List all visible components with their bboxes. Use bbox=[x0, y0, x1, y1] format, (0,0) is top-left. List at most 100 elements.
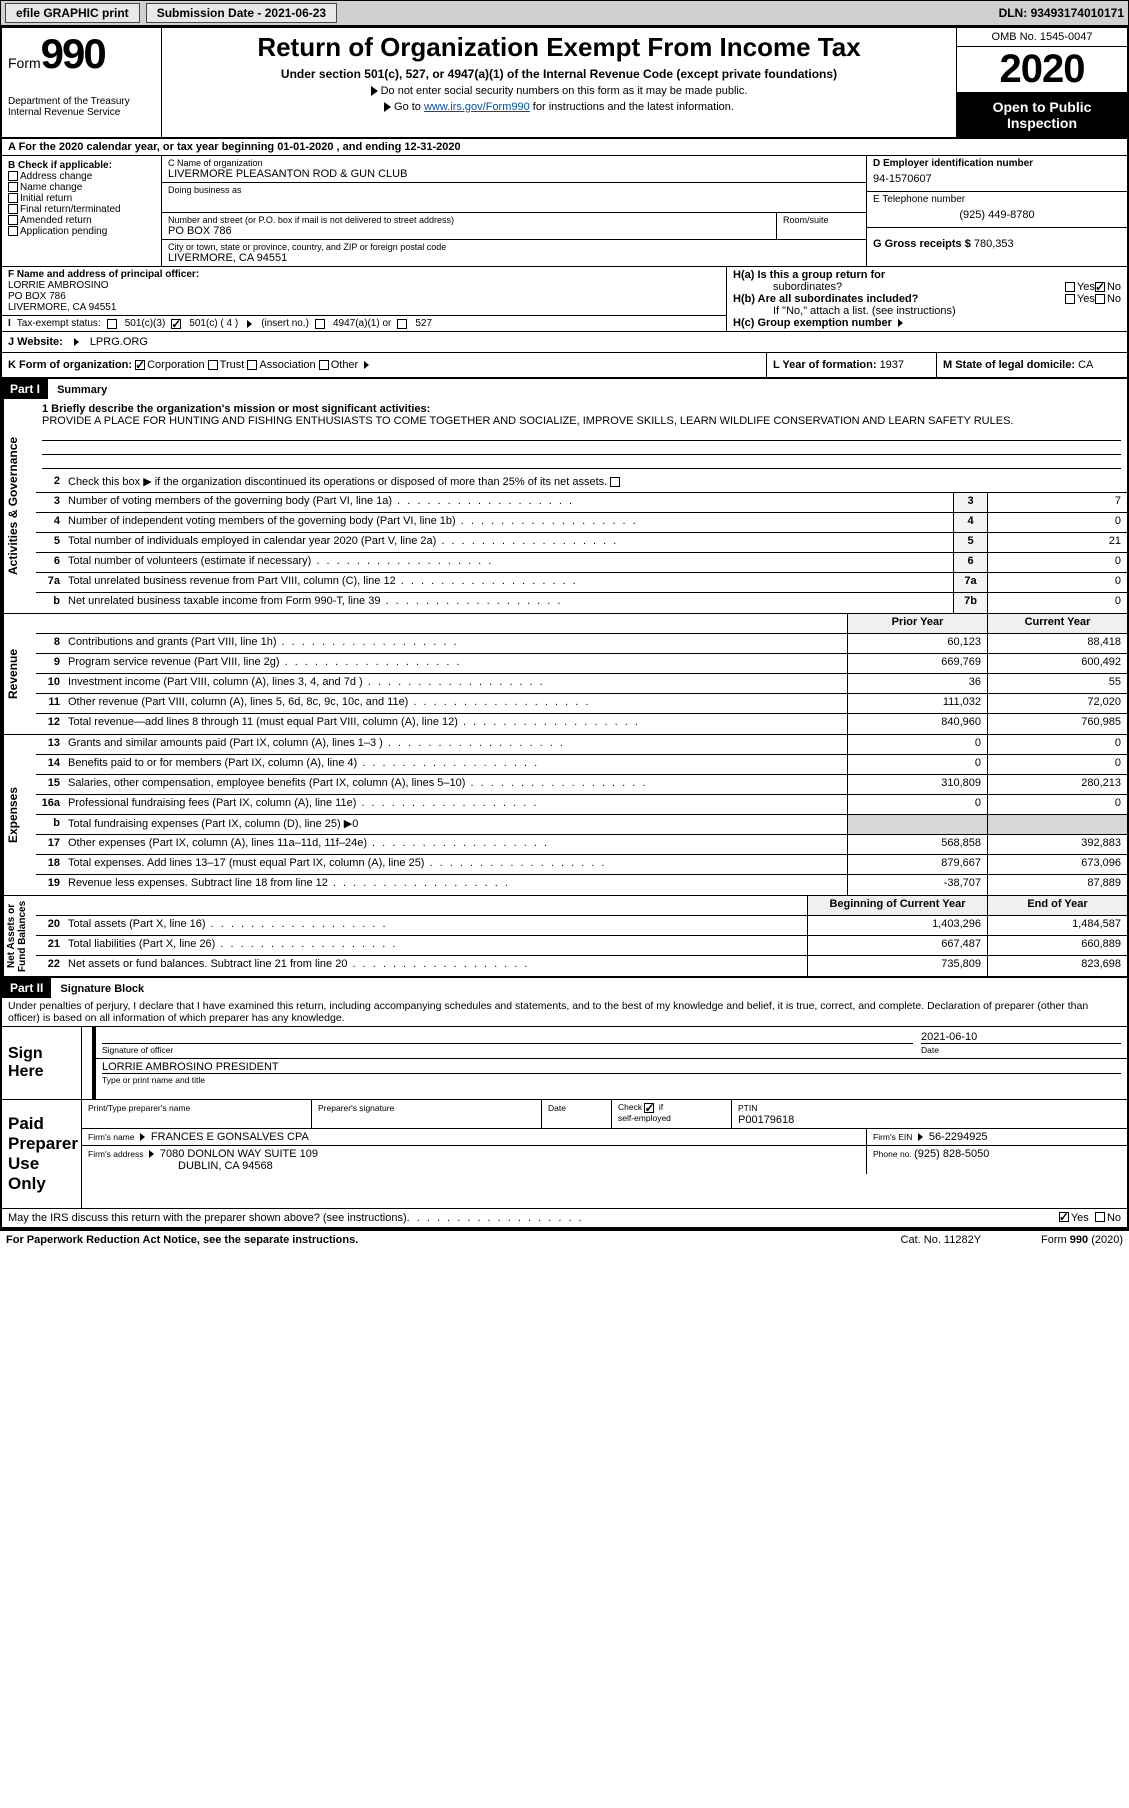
paid-preparer-label: Paid Preparer Use Only bbox=[2, 1100, 82, 1208]
website-value: LPRG.ORG bbox=[90, 336, 148, 348]
chk-4947[interactable] bbox=[315, 319, 325, 329]
table-row: 14Benefits paid to or for members (Part … bbox=[36, 755, 1127, 775]
table-row: 21Total liabilities (Part X, line 26)667… bbox=[36, 936, 1127, 956]
chk-other[interactable] bbox=[319, 360, 329, 370]
chk-discuss-yes[interactable] bbox=[1059, 1212, 1069, 1222]
firm-ein: 56-2294925 bbox=[929, 1131, 988, 1143]
chk-trust[interactable] bbox=[208, 360, 218, 370]
table-row: 4Number of independent voting members of… bbox=[36, 513, 1127, 533]
chk-amended-return[interactable] bbox=[8, 215, 18, 225]
table-row: 9Program service revenue (Part VIII, lin… bbox=[36, 654, 1127, 674]
chk-discuss-no[interactable] bbox=[1095, 1212, 1105, 1222]
cat-no: Cat. No. 11282Y bbox=[901, 1234, 982, 1246]
omb-number: OMB No. 1545-0047 bbox=[957, 28, 1127, 47]
city-value: LIVERMORE, CA 94551 bbox=[168, 252, 860, 264]
vlabel-net-assets: Net Assets or Fund Balances bbox=[2, 896, 36, 976]
table-row: 8Contributions and grants (Part VIII, li… bbox=[36, 634, 1127, 654]
form-ref: Form 990 (2020) bbox=[1041, 1234, 1123, 1246]
table-row: 11Other revenue (Part VIII, column (A), … bbox=[36, 694, 1127, 714]
sign-here-block: Sign Here Signature of officer 2021-06-1… bbox=[2, 1027, 1127, 1100]
efile-print-button[interactable]: efile GRAPHIC print bbox=[5, 3, 140, 23]
part1-title: Summary bbox=[51, 381, 113, 399]
perjury-declaration: Under penalties of perjury, I declare th… bbox=[2, 998, 1127, 1027]
table-row: bTotal fundraising expenses (Part IX, co… bbox=[36, 815, 1127, 835]
col-prior-year: Prior Year bbox=[847, 614, 987, 633]
chk-corp[interactable] bbox=[135, 360, 145, 370]
form-word: Form bbox=[8, 55, 41, 71]
chk-501c[interactable] bbox=[171, 319, 181, 329]
dba-label: Doing business as bbox=[168, 185, 860, 195]
org-form-label: K Form of organization: bbox=[8, 359, 132, 371]
part1-expenses: Expenses 13Grants and similar amounts pa… bbox=[2, 735, 1127, 896]
chk-final-return[interactable] bbox=[8, 204, 18, 214]
part1-net-assets: Net Assets or Fund Balances Beginning of… bbox=[2, 896, 1127, 978]
header-left: Form990 Department of the Treasury Inter… bbox=[2, 28, 162, 137]
sign-here-label: Sign Here bbox=[2, 1027, 82, 1099]
col-b-label: B Check if applicable: bbox=[8, 160, 155, 171]
table-row: 10Investment income (Part VIII, column (… bbox=[36, 674, 1127, 694]
chk-name-change[interactable] bbox=[8, 182, 18, 192]
vlabel-expenses: Expenses bbox=[2, 735, 36, 895]
vlabel-activities: Activities & Governance bbox=[2, 399, 36, 613]
prep-date-label: Date bbox=[548, 1103, 566, 1113]
col-b-checkboxes: B Check if applicable: Address change Na… bbox=[2, 156, 162, 266]
ein-value: 94-1570607 bbox=[873, 169, 1121, 189]
form-number: 990 bbox=[41, 30, 105, 77]
chk-hb-no[interactable] bbox=[1095, 294, 1105, 304]
chk-ha-no[interactable] bbox=[1095, 282, 1105, 292]
header-mid: Return of Organization Exempt From Incom… bbox=[162, 28, 957, 137]
chk-self-employed[interactable] bbox=[644, 1103, 654, 1113]
domicile-value: CA bbox=[1078, 359, 1093, 371]
tel-label: E Telephone number bbox=[873, 194, 1121, 205]
chk-527[interactable] bbox=[397, 319, 407, 329]
officer-addr1: PO BOX 786 bbox=[8, 291, 66, 302]
part1-revenue: Revenue Prior Year Current Year 8Contrib… bbox=[2, 614, 1127, 735]
open-to-public: Open to PublicInspection bbox=[957, 93, 1127, 137]
chk-assoc[interactable] bbox=[247, 360, 257, 370]
part2-title: Signature Block bbox=[54, 980, 150, 998]
table-row: 6Total number of volunteers (estimate if… bbox=[36, 553, 1127, 573]
table-row: 15Salaries, other compensation, employee… bbox=[36, 775, 1127, 795]
hb-note: If "No," attach a list. (see instruction… bbox=[733, 305, 1121, 317]
chk-501c3[interactable] bbox=[107, 319, 117, 329]
ein-label: D Employer identification number bbox=[873, 158, 1121, 169]
chk-initial-return[interactable] bbox=[8, 193, 18, 203]
officer-printed: LORRIE AMBROSINO PRESIDENT bbox=[102, 1061, 279, 1073]
chk-line2[interactable] bbox=[610, 477, 620, 487]
row-a-period: A For the 2020 calendar year, or tax yea… bbox=[2, 139, 1127, 156]
chk-app-pending[interactable] bbox=[8, 226, 18, 236]
chk-hb-yes[interactable] bbox=[1065, 294, 1075, 304]
ssn-note: Do not enter social security numbers on … bbox=[381, 85, 748, 97]
ptin-label: PTIN bbox=[738, 1103, 757, 1113]
row-j-website: J Website: LPRG.ORG bbox=[2, 332, 1127, 353]
officer-name: LORRIE AMBROSINO bbox=[8, 280, 109, 291]
footer: For Paperwork Reduction Act Notice, see … bbox=[0, 1231, 1129, 1249]
col-c-org-info: C Name of organization LIVERMORE PLEASAN… bbox=[162, 156, 867, 266]
sig-officer-label: Signature of officer bbox=[102, 1045, 173, 1055]
chk-address-change[interactable] bbox=[8, 171, 18, 181]
table-row: 13Grants and similar amounts paid (Part … bbox=[36, 735, 1127, 755]
table-row: 5Total number of individuals employed in… bbox=[36, 533, 1127, 553]
gross-label: G Gross receipts $ bbox=[873, 238, 974, 250]
line2-text: Check this box ▶ if the organization dis… bbox=[68, 476, 607, 488]
chk-ha-yes[interactable] bbox=[1065, 282, 1075, 292]
sig-date-label: Date bbox=[921, 1045, 939, 1055]
table-row: 18Total expenses. Add lines 13–17 (must … bbox=[36, 855, 1127, 875]
col-beginning-year: Beginning of Current Year bbox=[807, 896, 987, 915]
prep-sig-label: Preparer's signature bbox=[318, 1103, 394, 1113]
irs-link[interactable]: www.irs.gov/Form990 bbox=[424, 101, 530, 113]
part1-activities-governance: Activities & Governance 1 Briefly descri… bbox=[2, 399, 1127, 614]
type-name-label: Type or print name and title bbox=[102, 1075, 205, 1085]
year-formation: 1937 bbox=[880, 359, 904, 371]
hc-label: H(c) Group exemption number bbox=[733, 317, 892, 329]
part1-header: Part I Summary bbox=[2, 379, 1127, 399]
dln-label: DLN: 93493174010171 bbox=[999, 6, 1124, 20]
year-formation-label: L Year of formation: bbox=[773, 359, 880, 371]
row-k-org-form: K Form of organization: Corporation Trus… bbox=[2, 353, 1127, 379]
submission-date-button[interactable]: Submission Date - 2021-06-23 bbox=[146, 3, 337, 23]
col-h-group: H(a) Is this a group return for subordin… bbox=[727, 267, 1127, 331]
firm-name: FRANCES E GONSALVES CPA bbox=[151, 1131, 309, 1143]
dept-treasury: Department of the Treasury Internal Reve… bbox=[8, 96, 155, 118]
table-row: 16aProfessional fundraising fees (Part I… bbox=[36, 795, 1127, 815]
firm-ein-label: Firm's EIN bbox=[873, 1132, 915, 1142]
